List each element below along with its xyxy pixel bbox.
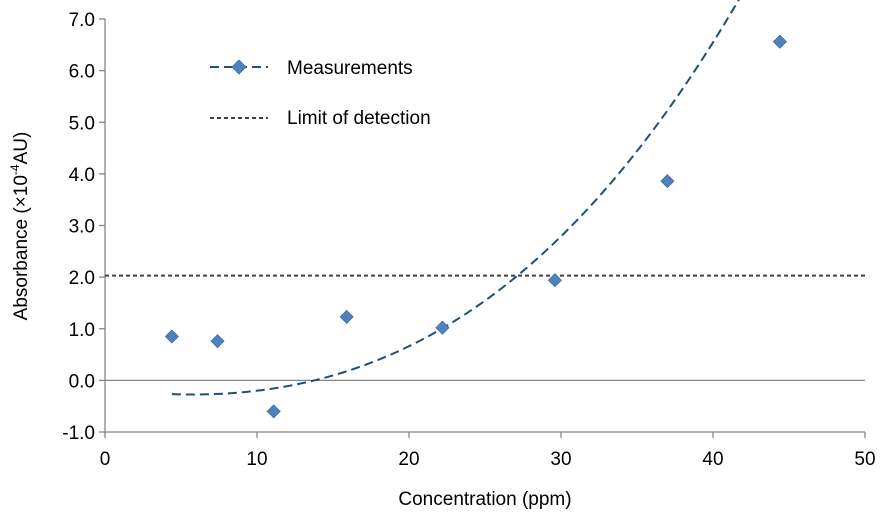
y-tick-label: 7.0 [69, 10, 95, 31]
x-tick-label: 40 [702, 449, 723, 470]
data-point [339, 309, 354, 324]
data-point [435, 320, 450, 335]
data-point [164, 329, 179, 344]
trendline-path [171, 0, 740, 396]
y-tick-label: 0.0 [69, 371, 95, 392]
legend-measurements-label: Measurements [287, 58, 413, 79]
data-point [547, 273, 562, 288]
data-point [266, 404, 281, 419]
x-tick-label: 50 [854, 449, 875, 470]
x-tick-label: 10 [246, 449, 267, 470]
y-tick-label: 3.0 [69, 217, 95, 238]
y-tick-label: 2.0 [69, 268, 95, 289]
y-tick-label: 5.0 [69, 113, 95, 134]
y-axis-title-prefix: Absorbance (×10 [11, 175, 32, 320]
tick-labels: -1.0 0.0 1.0 2.0 3.0 4.0 5.0 6.0 7.0 0 10 20 30 40 50 [62, 10, 875, 470]
y-tick-label: 1.0 [69, 320, 95, 341]
y-tick-label: 6.0 [69, 62, 95, 83]
trendline [171, 0, 740, 396]
data-point [210, 334, 225, 349]
x-tick-label: 30 [550, 449, 571, 470]
x-tick-label: 20 [398, 449, 419, 470]
x-tick-label: 0 [100, 449, 111, 470]
data-point [772, 34, 787, 49]
y-tick-label: 4.0 [69, 165, 95, 186]
data-points [164, 34, 787, 419]
legend: Measurements Limit of detection [210, 58, 431, 129]
legend-measurements-marker [231, 59, 247, 75]
y-axis-title-suffix: AU) [11, 132, 32, 165]
y-tick-label: -1.0 [62, 423, 95, 444]
y-axis-title-superscript: -4 [8, 164, 22, 175]
data-point [660, 174, 675, 189]
legend-lod-label: Limit of detection [287, 108, 431, 129]
y-axis-title: Absorbance (×10-4AU) [8, 132, 32, 321]
axes [99, 18, 866, 438]
x-axis-title: Concentration (ppm) [398, 489, 571, 510]
